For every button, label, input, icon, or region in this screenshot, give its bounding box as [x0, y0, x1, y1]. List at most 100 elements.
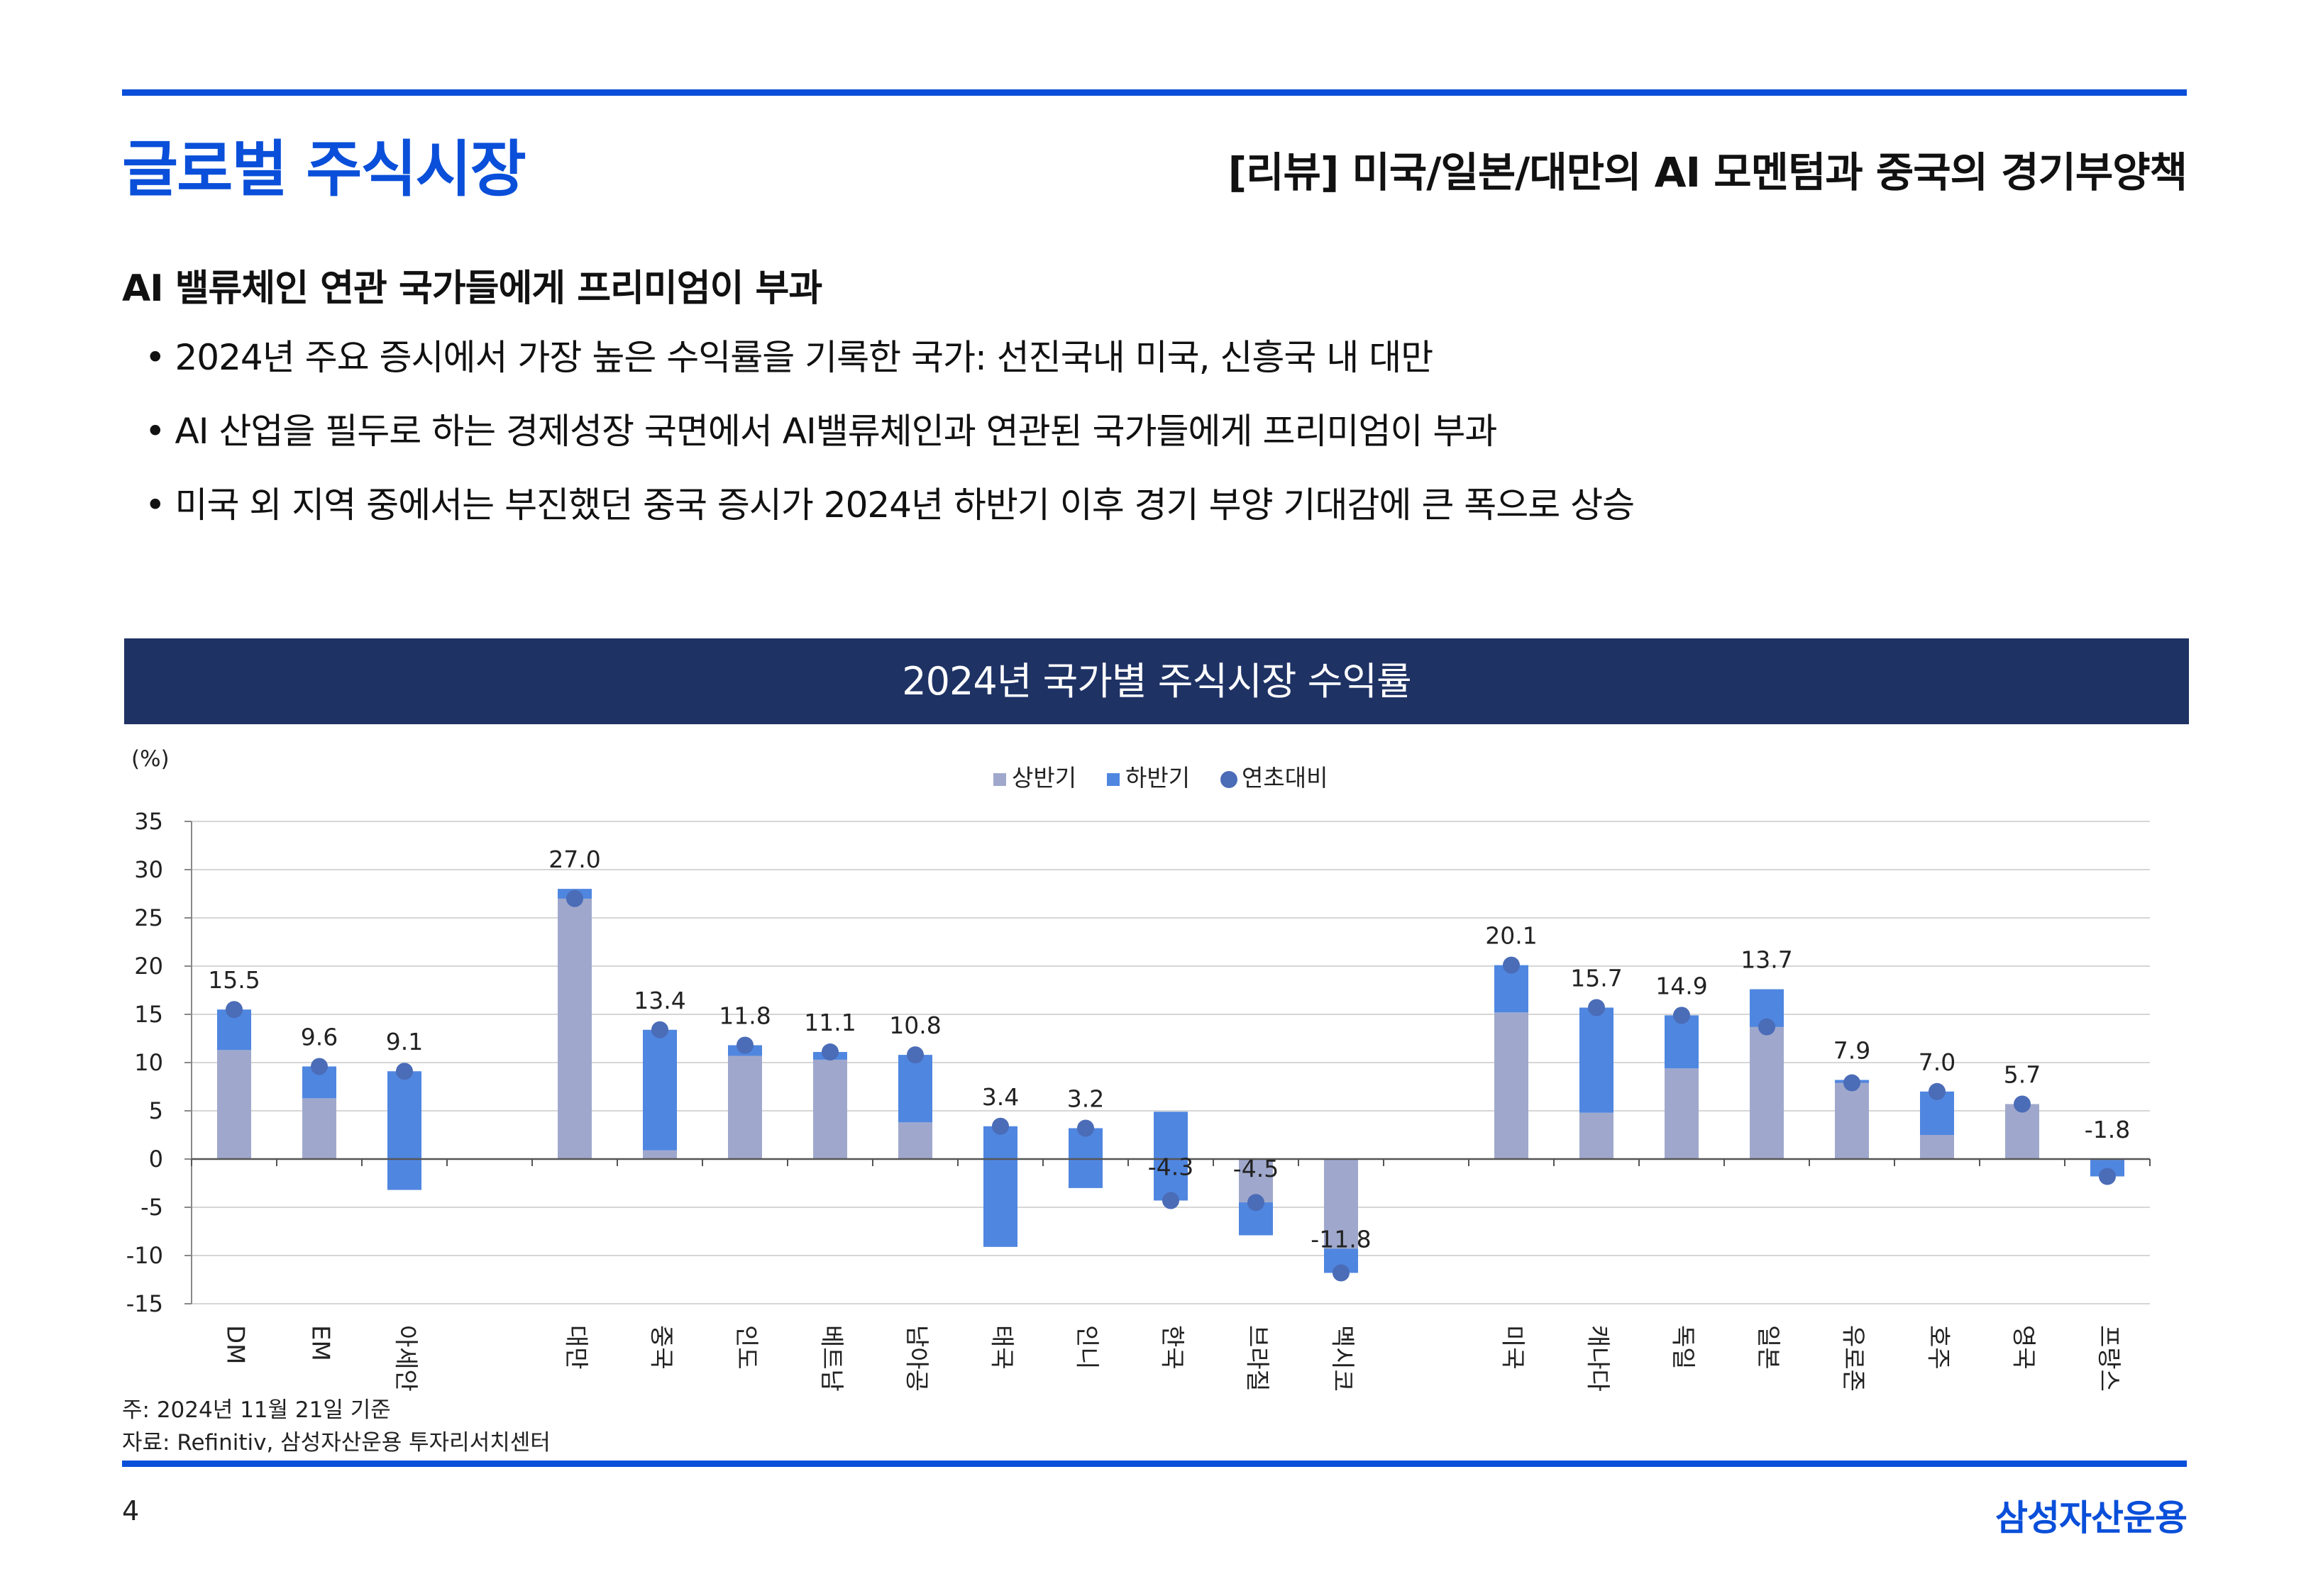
points	[226, 890, 2116, 1282]
data-label: -4.5	[1233, 1155, 1279, 1182]
y-tick-label: -15	[126, 1290, 163, 1317]
bar-first-half	[2005, 1104, 2039, 1159]
y-tick-label: 0	[149, 1146, 163, 1173]
y-tick-label: 10	[134, 1049, 163, 1076]
data-label: -4.3	[1148, 1153, 1193, 1180]
legend-label: 연초대비	[1242, 764, 1328, 792]
bar-first-half	[1579, 1112, 1613, 1159]
bar-first-half	[898, 1122, 932, 1159]
data-label: 9.6	[301, 1023, 338, 1051]
bar-first-half	[1920, 1135, 1954, 1159]
x-category-label: 한국	[1158, 1325, 1186, 1370]
bullet-list: 2024년 주요 증시에서 가장 높은 수익률을 기록한 국가: 선진국내 미국…	[145, 325, 1635, 546]
bar-first-half	[813, 1059, 847, 1159]
x-category-label: 인니	[1073, 1325, 1101, 1370]
y-tick-label: 15	[134, 1001, 163, 1028]
data-label: 15.5	[208, 966, 260, 994]
data-label: 11.8	[719, 1002, 771, 1030]
y-tick-label: -5	[140, 1194, 163, 1221]
ytd-point	[2099, 1168, 2116, 1185]
y-tick-label: 30	[134, 856, 163, 883]
bar-first-half	[728, 1055, 762, 1159]
ytd-point	[1843, 1074, 1860, 1092]
returns-chart: (%) 35 30 25 20 15 10 5 0 -5 -10 -15 DM EM 아세안 대만 중국 인도 베트…	[126, 746, 2151, 1392]
bottom-rule	[122, 1461, 2187, 1467]
ytd-point	[822, 1043, 839, 1061]
bar-second-half	[983, 1126, 1017, 1247]
legend-swatch-ytd	[1220, 771, 1237, 788]
page-number: 4	[122, 1495, 140, 1526]
x-category-label: 프랑스	[2095, 1325, 2123, 1392]
legend-label: 하반기	[1125, 764, 1190, 792]
ytd-point	[1333, 1264, 1350, 1282]
ytd-point	[907, 1046, 924, 1064]
ytd-point	[396, 1063, 413, 1080]
x-category-label: DM	[221, 1325, 250, 1365]
y-tick-label: 20	[134, 953, 163, 980]
ytd-point	[1758, 1018, 1775, 1036]
bar-first-half	[643, 1150, 677, 1159]
ytd-point	[1673, 1007, 1690, 1024]
axes: (%) 35 30 25 20 15 10 5 0 -5 -10 -15 DM EM 아세안 대만 중국 인도 베트…	[126, 746, 2151, 1392]
x-category-label: 인도	[732, 1325, 761, 1370]
bar-first-half	[302, 1098, 336, 1159]
x-category-label: 태국	[988, 1325, 1016, 1370]
section-title: 글로벌 주식시장	[122, 134, 526, 205]
x-category-label: 일본	[1754, 1325, 1782, 1370]
x-category-label: 아세안	[392, 1325, 420, 1392]
data-label: 5.7	[2004, 1060, 2041, 1088]
ytd-point	[651, 1021, 668, 1038]
page-subtitle: [리뷰] 미국/일본/대만의 AI 모멘텀과 중국의 경기부양책	[1228, 148, 2188, 196]
data-label: 20.1	[1485, 922, 1537, 950]
data-label: 11.1	[804, 1009, 856, 1036]
legend-label: 상반기	[1012, 764, 1076, 792]
data-labels: 15.5 9.6 9.1 27.0 13.4 11.8 11.1 10.8 3.4 3.2 -4.3…	[208, 846, 2130, 1253]
x-category-label: 중국	[647, 1325, 675, 1370]
bar-first-half	[1324, 1159, 1358, 1249]
bar-second-half	[1579, 1007, 1613, 1113]
y-tick-label: 35	[134, 808, 163, 835]
y-tick-label: 5	[149, 1097, 163, 1124]
bar-second-half	[1665, 1015, 1699, 1069]
data-label: -11.8	[1311, 1225, 1371, 1253]
y-axis-label: (%)	[131, 746, 170, 772]
data-label: 13.4	[634, 987, 685, 1014]
ytd-point	[737, 1036, 754, 1054]
bar-first-half	[1665, 1068, 1699, 1159]
data-label: -1.8	[2085, 1116, 2130, 1143]
ytd-point	[311, 1058, 328, 1075]
headline: AI 밸류체인 연관 국가들에게 프리미엄이 부과	[122, 267, 822, 310]
bar-second-half	[1069, 1128, 1103, 1188]
data-label: 7.9	[1833, 1036, 1870, 1064]
bar-first-half	[558, 889, 592, 1159]
ytd-point	[1162, 1192, 1179, 1209]
y-tick-label: 25	[134, 904, 163, 931]
data-label: 13.7	[1740, 946, 1792, 974]
top-rule	[122, 89, 2187, 96]
bar-first-half	[1835, 1080, 1869, 1159]
x-category-label: 베트남	[817, 1325, 846, 1392]
ytd-point	[2014, 1095, 2031, 1113]
data-label: 7.0	[1919, 1048, 1955, 1076]
legend-swatch-first-half	[993, 773, 1006, 786]
chart-title-banner: 2024년 국가별 주식시장 수익률	[124, 638, 2189, 724]
x-category-label: 남아공	[903, 1325, 931, 1392]
y-tick-label: -10	[126, 1242, 163, 1269]
brand-logo: 삼성자산운용	[1995, 1497, 2188, 1539]
x-category-label: 독일	[1669, 1325, 1697, 1370]
bar-first-half	[217, 1050, 251, 1159]
legend: 상반기 하반기 연초대비	[993, 764, 1328, 792]
x-category-label: 브라질	[1243, 1325, 1271, 1392]
x-category-label: 미국	[1499, 1325, 1527, 1370]
x-category-label: EM	[307, 1325, 335, 1361]
data-label: 10.8	[889, 1012, 941, 1039]
note-text: 주: 2024년 11월 21일 기준	[122, 1397, 391, 1423]
ytd-point	[1247, 1194, 1264, 1212]
ytd-point	[226, 1001, 243, 1019]
x-category-label: 영국	[2009, 1325, 2038, 1370]
x-category-label: 유로존	[1839, 1325, 1868, 1392]
data-label: 3.4	[982, 1083, 1019, 1111]
legend-swatch-second-half	[1107, 773, 1120, 786]
data-label: 27.0	[548, 846, 600, 873]
x-category-label: 멕시코	[1328, 1325, 1357, 1392]
